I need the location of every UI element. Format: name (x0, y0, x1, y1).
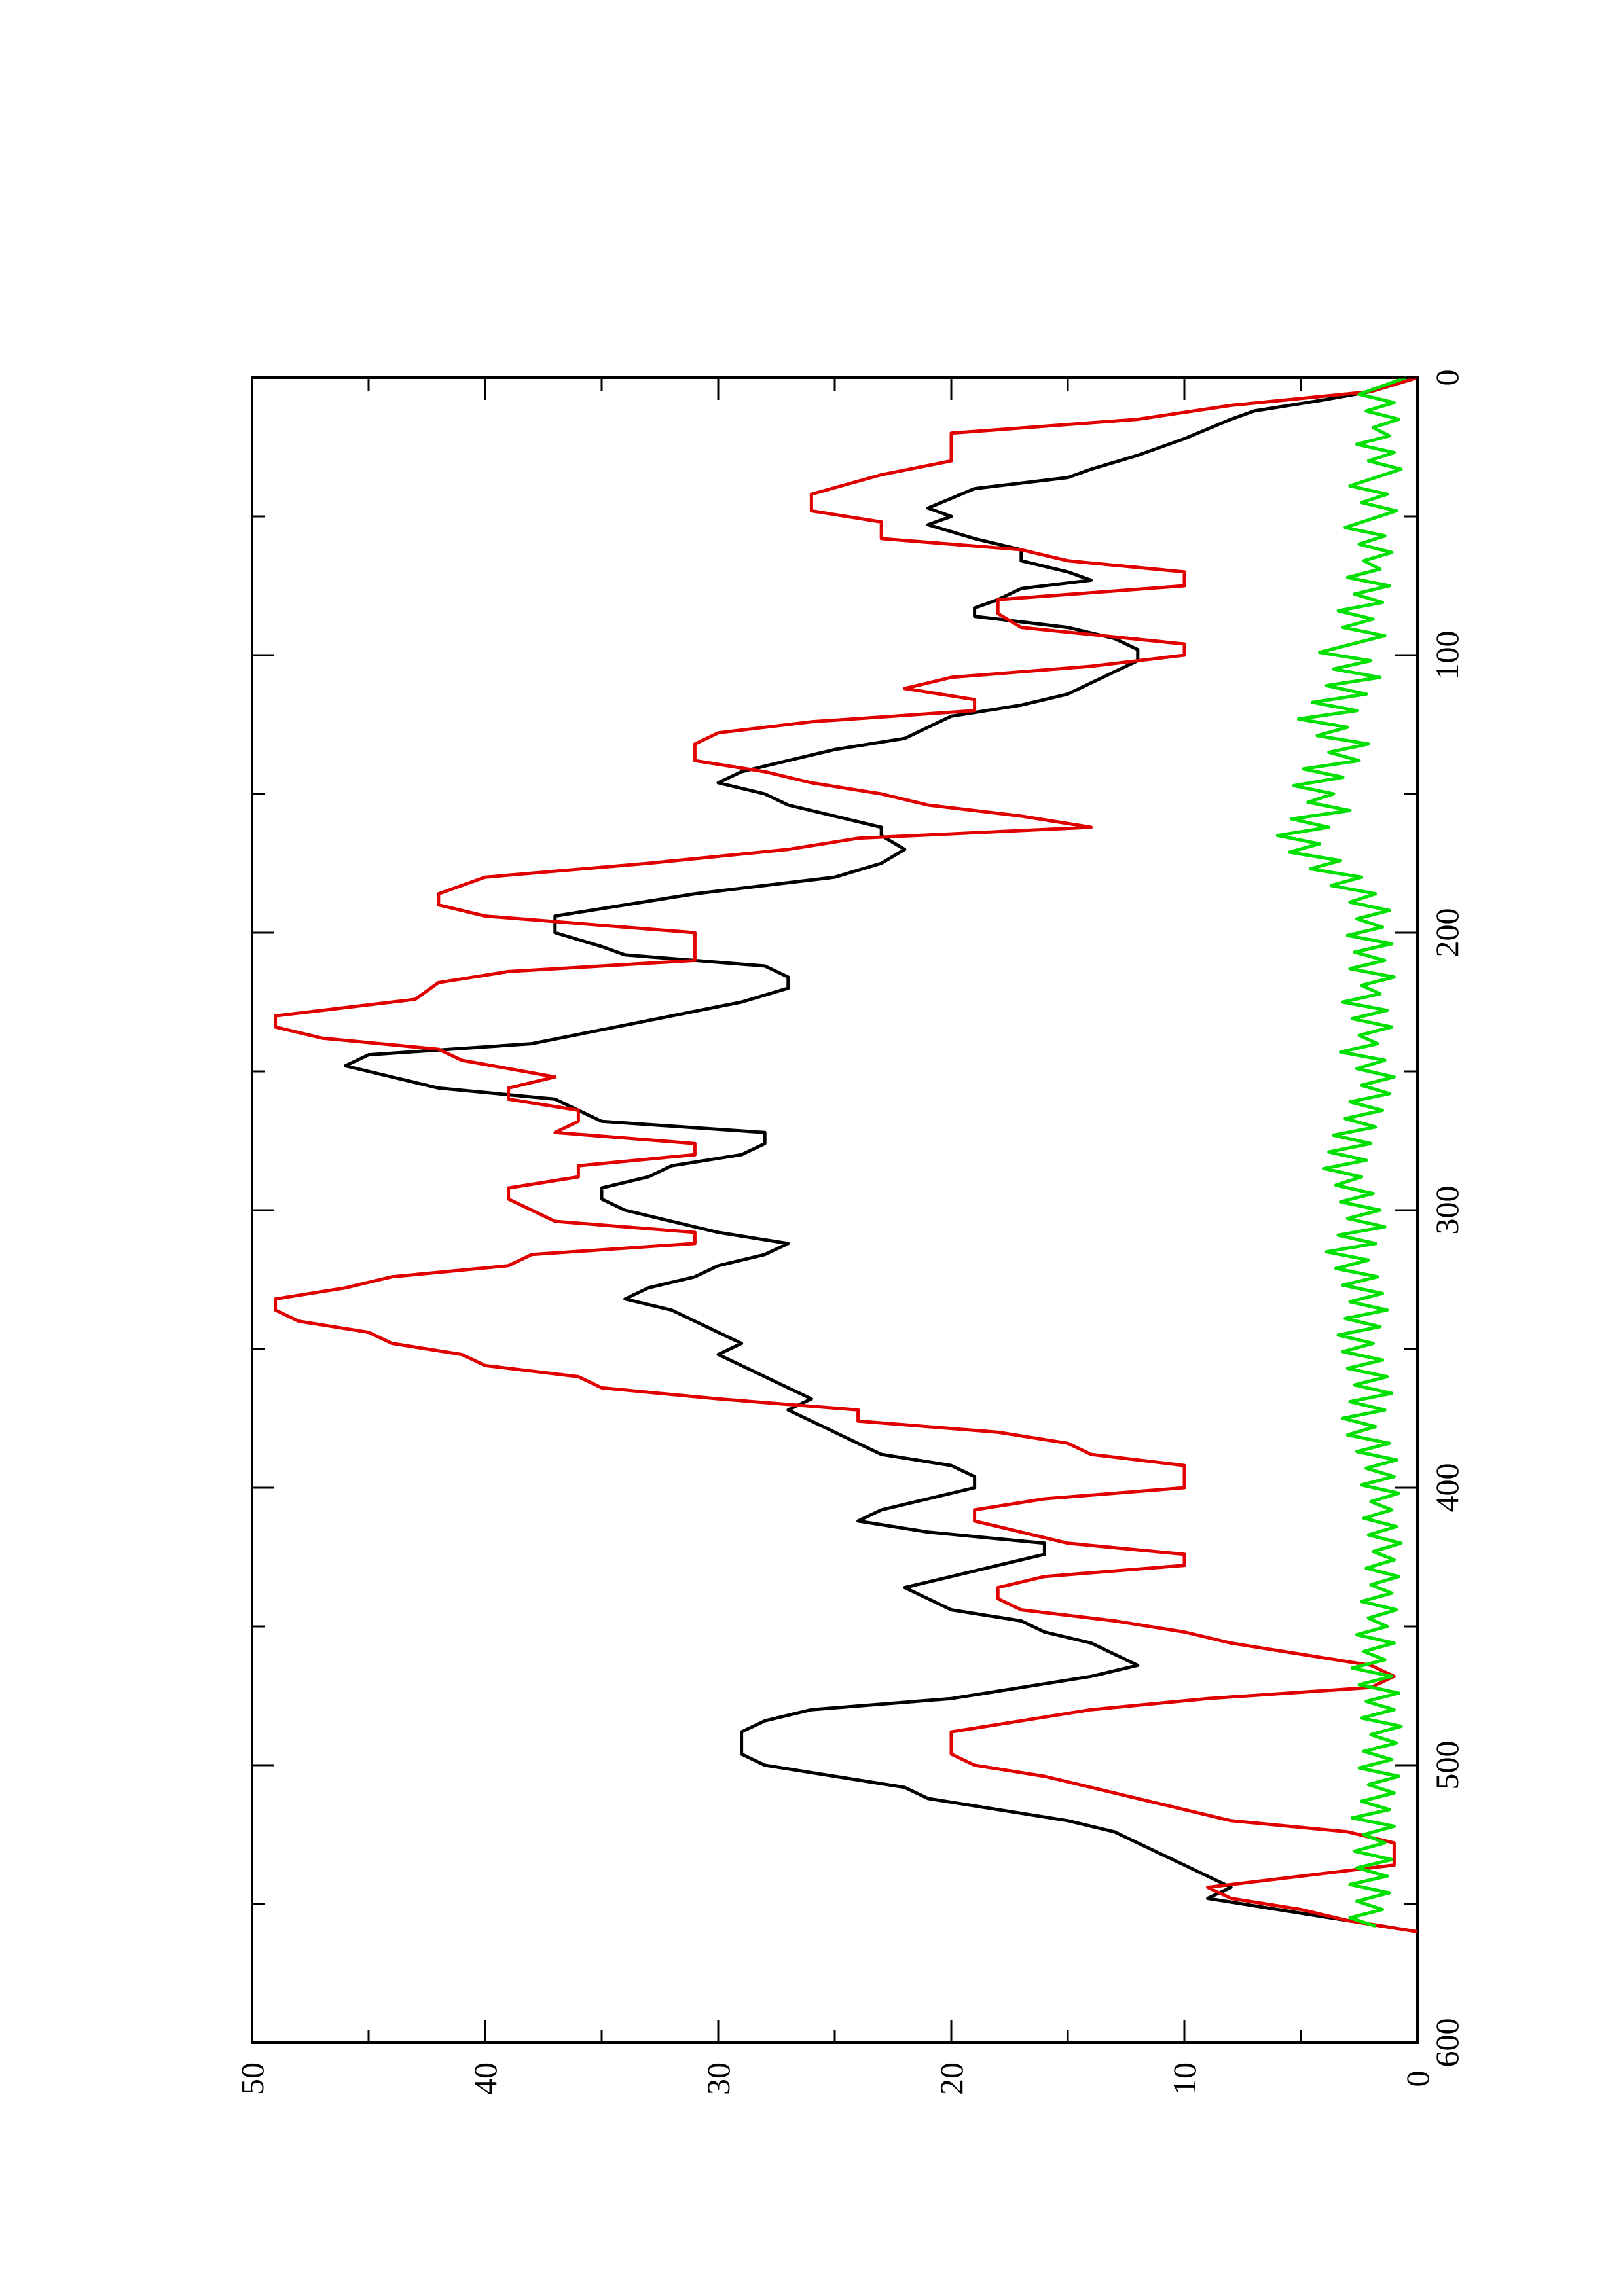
series-line-3 (1275, 376, 1407, 1928)
ticks-layer (251, 376, 1419, 2044)
y-tick-label: 20 (933, 2062, 970, 2095)
x-tick-label: 300 (1429, 1186, 1465, 1235)
y-tick-label: 50 (234, 2062, 270, 2095)
y-tick-label: 30 (700, 2062, 737, 2095)
plot-area: 0 100 200 300 400 500 600 0 10 20 30 40 50 (234, 370, 1465, 2096)
series-line-2 (274, 376, 1418, 1933)
y-tick-label: 10 (1166, 2062, 1203, 2095)
x-tick-label: 100 (1429, 631, 1465, 680)
y-tick-label: 40 (467, 2062, 503, 2095)
x-tick-label: 600 (1429, 2018, 1465, 2068)
x-tick-label: 0 (1429, 370, 1465, 386)
plot-frame (251, 376, 1419, 2044)
x-tick-label: 500 (1429, 1741, 1465, 1790)
tick-labels: 0 100 200 300 400 500 600 0 10 20 30 40 50 (234, 370, 1465, 2096)
series-line-1 (343, 376, 1418, 1933)
x-tick-label: 400 (1429, 1463, 1465, 1513)
series-layer (274, 376, 1418, 1933)
x-tick-label: 200 (1429, 908, 1465, 958)
y-tick-label: 0 (1399, 2071, 1436, 2087)
